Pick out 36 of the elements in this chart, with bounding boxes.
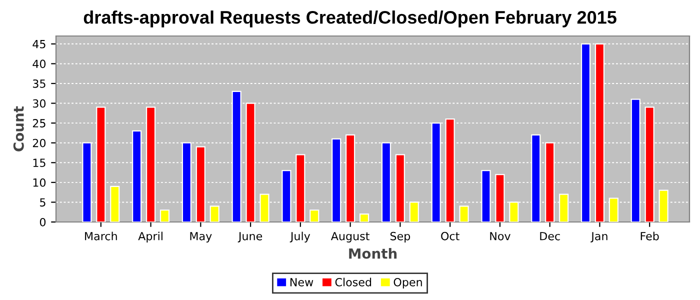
x-tick-label: March	[85, 232, 117, 240]
bar	[310, 210, 320, 222]
bar	[459, 206, 469, 222]
legend-label: New	[290, 278, 314, 286]
bar	[359, 214, 370, 222]
chart-title: drafts-approval Requests Created/Closed/Open February 2015	[84, 10, 616, 28]
bar	[160, 210, 170, 222]
x-tick-label: Feb	[640, 232, 659, 240]
x-tick-label: April	[138, 232, 162, 242]
x-axis-title: Month	[349, 248, 397, 259]
legend-label: Open	[394, 278, 422, 288]
x-tick-label: May	[190, 232, 212, 242]
y-tick-label: 0	[40, 218, 46, 226]
x-tick-label: Oct	[441, 232, 460, 240]
x-tick-label: July	[290, 232, 310, 242]
y-tick-label: 40	[32, 60, 46, 68]
legend-label: Closed	[335, 278, 372, 286]
y-tick-label: 5	[40, 198, 46, 207]
x-tick-label: Dec	[540, 232, 560, 240]
x-tick-label: August	[330, 232, 370, 242]
y-tick-label: 35	[32, 79, 46, 88]
x-tick-label: Nov	[490, 232, 510, 240]
bar	[210, 206, 220, 222]
y-tick-label: 25	[32, 119, 46, 128]
y-tick-label: 20	[32, 138, 46, 148]
bar	[658, 190, 668, 222]
y-axis-title: Count	[13, 106, 24, 152]
bar	[580, 43, 591, 222]
x-tick-label: Sep	[390, 232, 410, 242]
y-tick-label: 45	[32, 40, 46, 48]
x-tick-label: Jan	[590, 232, 608, 242]
x-tick-label: June	[238, 232, 262, 242]
y-tick-label: 30	[32, 99, 46, 108]
bar	[196, 146, 206, 222]
y-tick-label: 15	[33, 158, 46, 168]
y-tick-label: 10	[33, 178, 46, 187]
